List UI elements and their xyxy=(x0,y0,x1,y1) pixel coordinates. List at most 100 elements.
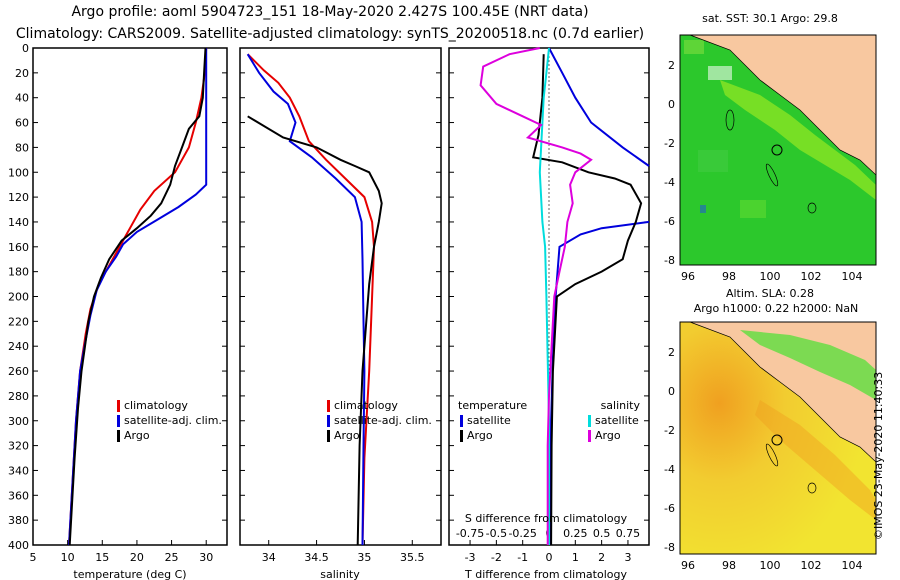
x-tick-label: 35.5 xyxy=(400,551,425,564)
sst-argo-location-marker xyxy=(771,144,783,156)
s-tick-label: 0.25 xyxy=(563,527,588,540)
map-lon-label: 102 xyxy=(801,270,822,283)
sst-patch xyxy=(740,200,766,218)
y-tick-label: 180 xyxy=(8,266,29,279)
x-tick-label: -3 xyxy=(465,551,476,564)
sal-legend-satellite-adj: satellite-adj. clim. xyxy=(334,414,432,427)
map-lat-label: -6 xyxy=(664,215,675,228)
sla-map-title-1: Altim. SLA: 0.28 xyxy=(726,287,814,300)
x-tick-label: 35 xyxy=(357,551,371,564)
legend-swatch-argo xyxy=(117,430,120,442)
diff-legend-t-satellite: satellite xyxy=(467,414,511,427)
temperature-panel-frame xyxy=(32,47,228,546)
map-lon-label: 98 xyxy=(722,270,736,283)
y-tick-label: 220 xyxy=(8,315,29,328)
series-line-satellite-adj-clim- xyxy=(68,48,208,546)
salinity-xlabel: salinity xyxy=(320,568,360,580)
sst-warm-coastal-band xyxy=(720,80,876,200)
series-line-salinity-argo xyxy=(479,47,593,545)
map-lat-label: -2 xyxy=(664,424,675,437)
x-tick-label: 10 xyxy=(61,551,75,564)
y-tick-label: 100 xyxy=(8,166,29,179)
diff-legend-swatch-s-sat xyxy=(588,415,591,427)
y-tick-label: 300 xyxy=(8,415,29,428)
map-lat-label: 2 xyxy=(668,59,675,72)
sst-cloud-patch xyxy=(708,66,732,80)
map-lat-label: 0 xyxy=(668,98,675,111)
sla-map-frame xyxy=(679,321,877,555)
y-tick-label: 360 xyxy=(8,489,29,502)
sst-island xyxy=(765,163,779,187)
series-line-climatology xyxy=(246,53,376,546)
legend-satellite-adj: satellite-adj. clim. xyxy=(124,414,222,427)
series-line-climatology xyxy=(68,47,208,546)
s-tick-label: -0.75 xyxy=(456,527,484,540)
map-lat-label: -4 xyxy=(664,176,675,189)
map-lon-label: 100 xyxy=(760,270,781,283)
y-tick-label: 260 xyxy=(8,365,29,378)
y-tick-label: 320 xyxy=(8,440,29,453)
sst-cold-pixel xyxy=(700,205,706,213)
map-lat-label: -8 xyxy=(664,541,675,554)
y-tick-label: 340 xyxy=(8,464,29,477)
map-lat-label: -6 xyxy=(664,502,675,515)
diff-legend-swatch-t-argo xyxy=(460,430,463,442)
x-tick-label: 2 xyxy=(598,551,605,564)
sst-patch xyxy=(698,150,728,172)
diff-xlabel: T difference from climatology xyxy=(464,568,627,580)
series-line-temperature-satellite xyxy=(548,47,650,167)
sla-green-band xyxy=(740,330,876,400)
s-tick-label: 0.75 xyxy=(616,527,641,540)
map-lon-label: 104 xyxy=(842,270,863,283)
sla-map-title-2: Argo h1000: 0.22 h2000: NaN xyxy=(694,302,859,315)
x-tick-label: 30 xyxy=(199,551,213,564)
series-line-temperature-satellite-deep xyxy=(549,220,650,546)
sal-legend-swatch-satellite xyxy=(327,415,330,427)
map-lon-label: 102 xyxy=(801,559,822,572)
x-tick-label: 5 xyxy=(30,551,37,564)
map-lat-label: 2 xyxy=(668,346,675,359)
sla-argo-location-marker xyxy=(771,434,783,446)
salinity-panel-frame xyxy=(239,47,442,546)
legend-climatology: climatology xyxy=(124,399,188,412)
legend-swatch-climatology xyxy=(117,400,120,412)
diff-s-xlabel: S difference from climatology xyxy=(465,512,628,525)
x-tick-label: 25 xyxy=(165,551,179,564)
x-tick-label: 0 xyxy=(546,551,553,564)
y-tick-label: 60 xyxy=(15,117,29,130)
diff-legend-temperature-heading: temperature xyxy=(458,399,527,412)
legend-argo: Argo xyxy=(124,429,150,442)
map-lon-label: 100 xyxy=(760,559,781,572)
map-lat-label: -2 xyxy=(664,137,675,150)
map-lat-label: 0 xyxy=(668,385,675,398)
sal-legend-swatch-climatology xyxy=(327,400,330,412)
y-tick-label: 80 xyxy=(15,141,29,154)
x-tick-label: 3 xyxy=(624,551,631,564)
x-tick-label: 34.5 xyxy=(304,551,329,564)
x-tick-label: 20 xyxy=(130,551,144,564)
diff-legend-s-argo: Argo xyxy=(595,429,621,442)
s-tick-label: -0.25 xyxy=(508,527,536,540)
temperature-xlabel: temperature (deg C) xyxy=(73,568,186,580)
s-tick-label: 0.5 xyxy=(593,527,611,540)
sla-island xyxy=(807,482,817,494)
x-tick-label: 15 xyxy=(95,551,109,564)
x-tick-label: 34 xyxy=(262,551,276,564)
y-tick-label: 0 xyxy=(22,42,29,55)
y-tick-label: 200 xyxy=(8,291,29,304)
y-tick-label: 280 xyxy=(8,390,29,403)
chart-title-2: Climatology: CARS2009. Satellite-adjuste… xyxy=(15,26,645,42)
legend-swatch-satellite xyxy=(117,415,120,427)
y-tick-label: 380 xyxy=(8,514,29,527)
sst-map-frame xyxy=(679,34,877,266)
map-lon-label: 98 xyxy=(722,559,736,572)
sla-map xyxy=(679,321,877,555)
map-lat-label: -4 xyxy=(664,463,675,476)
y-tick-label: 20 xyxy=(15,67,29,80)
sst-map xyxy=(679,34,877,266)
chart-title-1: Argo profile: aoml 5904723_151 18-May-20… xyxy=(71,4,589,20)
sst-map-texture xyxy=(684,40,766,218)
sal-legend-swatch-argo xyxy=(327,430,330,442)
diff-legend-s-satellite: satellite xyxy=(595,414,639,427)
